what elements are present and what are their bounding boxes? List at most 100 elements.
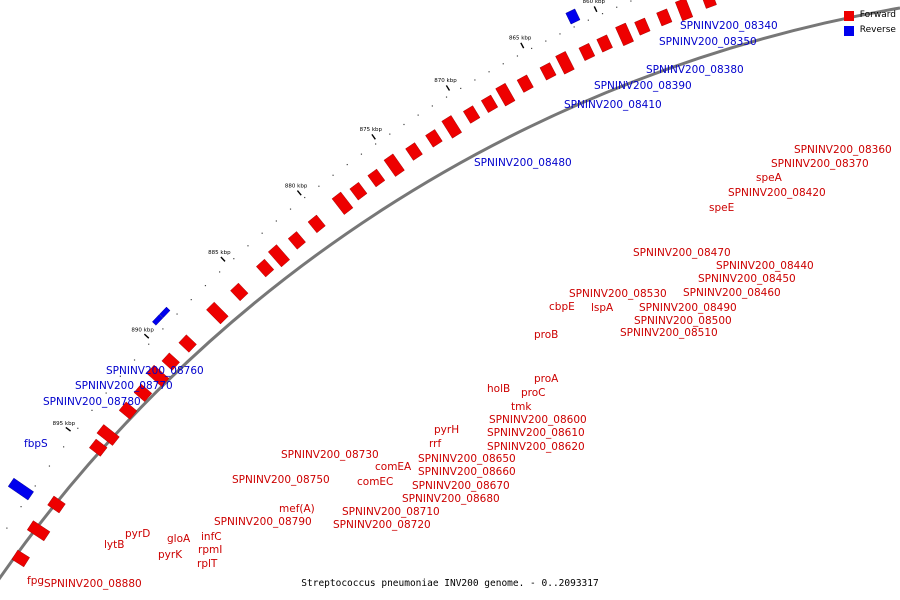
reverse-gene-label: SPNINV200_08410: [564, 99, 662, 111]
forward-gene: [307, 214, 326, 234]
forward-gene-label: rpmI: [198, 544, 222, 556]
forward-gene: [516, 74, 534, 93]
reverse-gene-label: SPNINV200_08770: [75, 380, 173, 392]
forward-gene: [11, 549, 30, 568]
forward-gene: [146, 364, 170, 387]
backbone-dot: [91, 409, 93, 411]
forward-gene: [615, 22, 634, 47]
forward-gene: [287, 231, 306, 250]
backbone-dot: [304, 196, 306, 199]
backbone-dot: [531, 47, 533, 50]
forward-gene-label: comEC: [357, 476, 393, 488]
backbone-dot: [105, 392, 107, 394]
tick-mark: [371, 133, 376, 140]
forward-swatch: [843, 10, 854, 21]
backbone-dot: [460, 87, 462, 90]
forward-gene-label: SPNINV200_08470: [633, 247, 731, 259]
reverse-gene-label: fbpS: [24, 438, 48, 450]
backbone-dot: [247, 245, 249, 247]
backbone-dot: [20, 506, 22, 508]
forward-gene-label: lytB: [104, 539, 124, 551]
forward-gene-label: SPNINV200_08510: [620, 327, 718, 339]
forward-gene: [206, 301, 229, 325]
legend-reverse-label: Reverse: [859, 25, 896, 35]
backbone-dot: [346, 163, 348, 166]
forward-gene-label: SPNINV200_08620: [487, 441, 585, 453]
forward-gene: [555, 51, 575, 75]
forward-gene: [178, 334, 197, 353]
backbone-dot: [275, 220, 277, 222]
forward-gene-label: proB: [534, 329, 558, 341]
backbone-dot: [545, 40, 547, 42]
forward-gene: [539, 62, 557, 81]
backbone-dot: [176, 313, 178, 315]
forward-gene-label: lspA: [591, 302, 614, 314]
forward-gene-label: SPNINV200_08600: [489, 414, 587, 426]
backbone-dot: [488, 71, 490, 73]
backbone-dot: [502, 63, 504, 65]
forward-gene-label: SPNINV200_08450: [698, 273, 796, 285]
forward-gene-label: speE: [709, 202, 734, 214]
backbone-dot: [148, 343, 150, 345]
reverse-swatch: [843, 25, 854, 36]
legend: Forward Reverse: [843, 8, 896, 38]
forward-gene-label: SPNINV200_08360: [794, 144, 892, 156]
forward-gene-label: proC: [521, 387, 546, 399]
backbone-dot: [219, 271, 221, 273]
legend-forward: Forward: [843, 8, 896, 23]
forward-gene: [230, 282, 249, 302]
forward-gene-label: SPNINV200_08670: [412, 480, 510, 492]
forward-gene-label: SPNINV200_08500: [634, 315, 732, 327]
backbone-dot: [162, 328, 164, 330]
backbone-dot: [289, 208, 292, 210]
forward-gene-label: SPNINV200_08530: [569, 288, 667, 300]
reverse-gene-label: SPNINV200_08340: [680, 20, 778, 32]
backbone-dot: [318, 185, 320, 187]
backbone-dot: [6, 527, 8, 529]
tick-label: 860 kbp: [583, 0, 606, 5]
tick-mark: [593, 6, 598, 13]
backbone-dot: [261, 232, 263, 234]
backbone-dot: [630, 0, 632, 2]
forward-gene-label: pyrK: [158, 549, 183, 561]
forward-gene: [596, 34, 613, 53]
backbone-dot: [375, 143, 377, 145]
forward-gene-label: SPNINV200_08660: [418, 466, 516, 478]
reverse-gene-label: SPNINV200_08480: [474, 157, 572, 169]
backbone-dot: [63, 446, 65, 448]
forward-gene-label: SPNINV200_08730: [281, 449, 379, 461]
backbone-dot: [133, 359, 136, 361]
forward-gene: [701, 0, 717, 9]
forward-gene-label: rplT: [197, 558, 218, 570]
tick-label: 885 kbp: [208, 250, 231, 256]
forward-gene: [495, 82, 516, 107]
forward-gene-label: pyrD: [125, 528, 150, 540]
forward-gene-label: SPNINV200_08790: [214, 516, 312, 528]
forward-gene: [47, 495, 66, 514]
genome-backbone: [0, 6, 900, 581]
backbone-dot: [77, 427, 79, 429]
backbone-dot: [190, 299, 192, 301]
forward-gene: [349, 182, 368, 201]
backbone-dot: [204, 284, 207, 287]
tick-mark: [143, 333, 150, 339]
forward-gene-label: speA: [756, 172, 783, 184]
backbone-dot: [559, 33, 561, 35]
backbone-dot: [573, 26, 575, 28]
legend-reverse: Reverse: [843, 23, 896, 38]
forward-gene: [405, 142, 423, 161]
backbone-dot: [601, 13, 604, 15]
backbone-dot: [48, 465, 51, 467]
backbone-dot: [119, 375, 121, 377]
forward-gene-label: SPNINV200_08880: [44, 578, 142, 590]
forward-gene-label: infC: [201, 531, 222, 543]
forward-gene: [441, 115, 462, 139]
tick-mark: [445, 85, 451, 91]
forward-gene: [425, 129, 443, 148]
forward-gene: [675, 0, 694, 22]
forward-gene: [118, 401, 138, 420]
reverse-gene-label: SPNINV200_08390: [594, 80, 692, 92]
forward-gene-label: tmk: [511, 401, 532, 413]
tick-label: 865 kbp: [509, 35, 532, 41]
forward-gene: [89, 438, 108, 457]
